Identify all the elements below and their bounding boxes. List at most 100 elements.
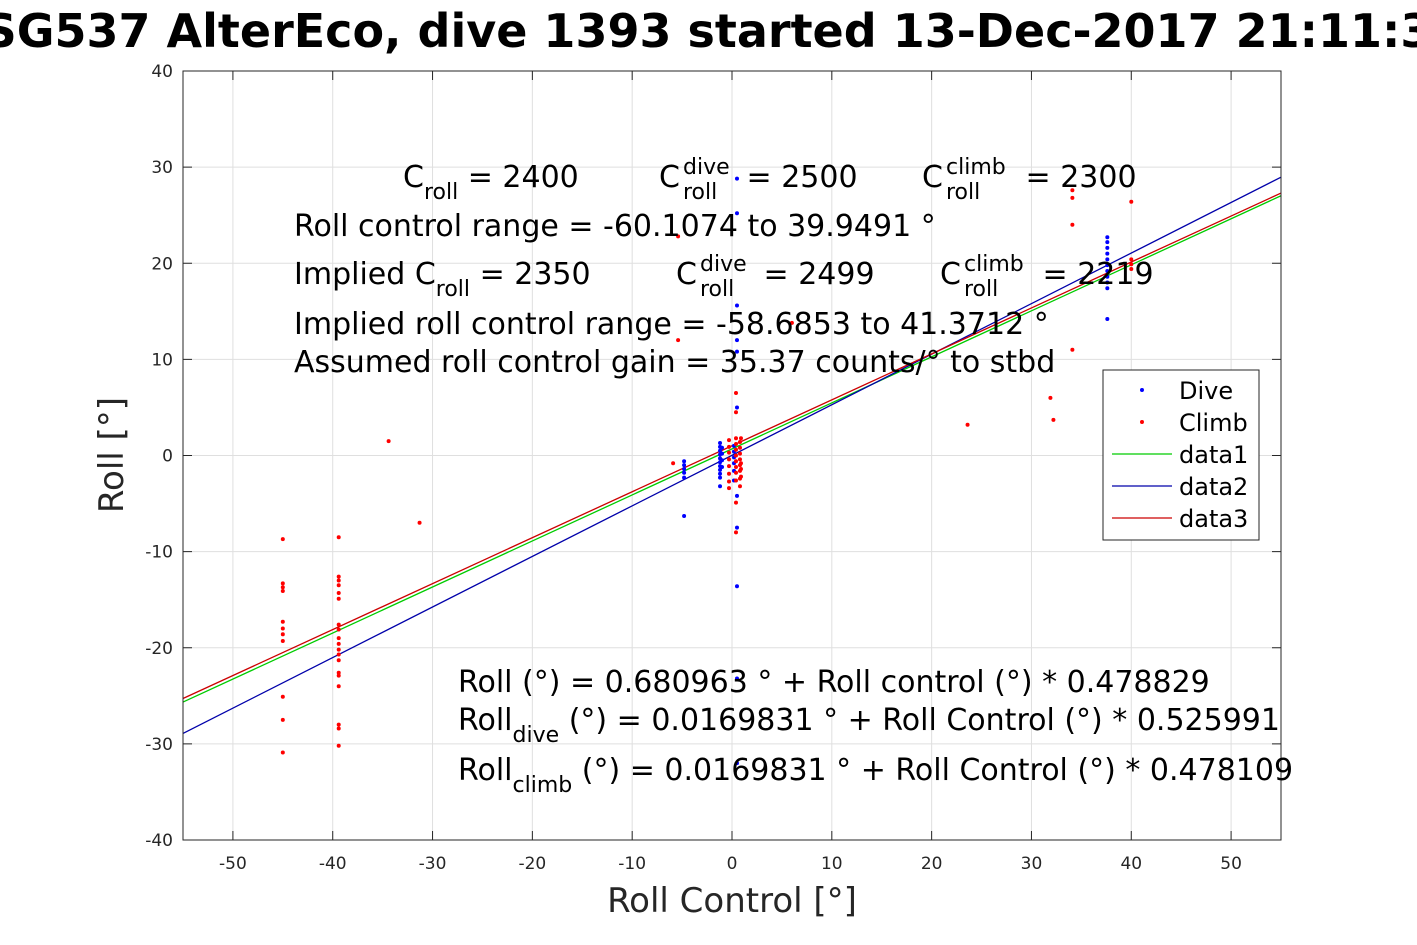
x-tick-label: 40 (1120, 854, 1142, 874)
point-dive (1105, 274, 1110, 279)
y-tick-label: 30 (151, 158, 173, 178)
legend-label-data3: data3 (1179, 505, 1248, 533)
point-climb (727, 471, 732, 476)
y-tick-label: 0 (162, 447, 173, 467)
point-dive (718, 467, 723, 472)
point-climb (737, 445, 742, 450)
point-climb (789, 320, 794, 325)
x-tick-label: -20 (518, 854, 546, 874)
annotation-roll-control-range: Roll control range = -60.1074 to 39.9491… (294, 209, 936, 244)
legend-label-data1: data1 (1179, 441, 1248, 469)
point-dive (682, 459, 687, 464)
point-dive (720, 465, 725, 470)
point-climb (733, 500, 738, 505)
point-dive (1105, 280, 1110, 285)
point-dive (1105, 245, 1110, 250)
point-climb (733, 447, 738, 452)
point-climb (280, 619, 285, 624)
point-dive (1105, 286, 1110, 291)
point-dive (718, 475, 723, 480)
point-dive (734, 303, 739, 308)
point-climb (727, 457, 732, 462)
point-climb (336, 647, 341, 652)
point-dive (1105, 263, 1110, 268)
point-climb (727, 486, 732, 491)
point-climb (336, 574, 341, 579)
point-climb (336, 658, 341, 663)
point-climb (738, 461, 743, 466)
point-climb (336, 722, 341, 727)
y-tick-label: 40 (151, 62, 173, 82)
x-tick-label: -30 (419, 854, 447, 874)
legend-marker-climb (1140, 420, 1144, 424)
point-climb (336, 673, 341, 678)
legend-label-dive: Dive (1179, 377, 1233, 405)
point-climb (280, 694, 285, 699)
point-climb (280, 585, 285, 590)
point-climb (737, 451, 742, 456)
point-dive (1105, 257, 1110, 262)
point-climb (727, 444, 732, 449)
point-climb (336, 684, 341, 689)
point-climb (738, 436, 743, 441)
point-climb (336, 622, 341, 627)
point-dive (1105, 235, 1110, 240)
annotation-implied-c-roll: Implied Croll = 2350 (294, 257, 591, 302)
point-dive (720, 445, 725, 450)
legend-label-climb: Climb (1179, 409, 1248, 437)
point-climb (336, 743, 341, 748)
point-climb (676, 338, 681, 343)
y-tick-label: 10 (151, 350, 173, 370)
point-climb (737, 484, 742, 489)
legend-marker-dive (1140, 388, 1144, 392)
point-climb (336, 583, 341, 588)
point-climb (1129, 267, 1134, 272)
point-dive (1105, 317, 1110, 322)
point-dive (734, 349, 739, 354)
point-climb (737, 440, 742, 445)
point-climb (738, 466, 743, 471)
point-climb (336, 578, 341, 583)
point-dive (734, 676, 739, 681)
point-dive (718, 448, 723, 453)
point-dive (682, 470, 687, 475)
point-climb (280, 632, 285, 637)
x-tick-label: 0 (727, 854, 738, 874)
point-dive (718, 471, 723, 476)
point-dive (734, 493, 739, 498)
point-climb (336, 641, 341, 646)
point-climb (1129, 262, 1134, 267)
point-dive (682, 475, 687, 480)
point-climb (733, 470, 738, 475)
point-climb (1051, 417, 1056, 422)
point-climb (738, 474, 743, 479)
point-climb (671, 461, 676, 466)
point-climb (727, 464, 732, 469)
point-climb (733, 391, 738, 396)
y-tick-label: 20 (151, 254, 173, 274)
y-tick-label: -40 (145, 831, 173, 851)
annotation-fit-dive: Rolldive (°) = 0.0169831 ° + Roll Contro… (458, 703, 1280, 748)
chart-title: SG537 AlterEco, dive 1393 started 13-Dec… (0, 4, 1417, 58)
point-climb (733, 453, 738, 458)
axis-ticks: -50 -40 -30 -20 -10 0 10 20 30 40 50 -40 -30 -20 -10 0 1… (145, 62, 1281, 874)
x-tick-label: -50 (219, 854, 247, 874)
point-climb (727, 438, 732, 443)
point-dive (682, 514, 687, 519)
point-climb (280, 717, 285, 722)
point-dive (682, 463, 687, 468)
point-climb (733, 410, 738, 415)
point-climb (727, 450, 732, 455)
legend-label-data2: data2 (1179, 473, 1248, 501)
point-climb (1129, 257, 1134, 262)
point-climb (336, 636, 341, 641)
point-dive (734, 584, 739, 589)
point-climb (1070, 222, 1075, 227)
point-climb (1070, 347, 1075, 352)
point-climb (733, 465, 738, 470)
point-dive (734, 761, 739, 766)
annotation-fit-all: Roll (°) = 0.680963 ° + Roll control (°)… (458, 665, 1210, 700)
x-tick-label: 20 (921, 854, 943, 874)
point-climb (676, 234, 681, 239)
point-climb (1070, 195, 1075, 200)
